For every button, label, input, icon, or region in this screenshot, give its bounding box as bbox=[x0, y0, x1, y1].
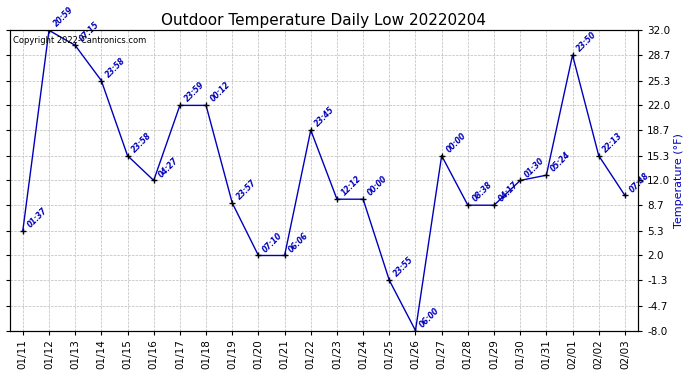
Text: Copyright 2022-Cantronics.com: Copyright 2022-Cantronics.com bbox=[13, 36, 146, 45]
Text: 08:38: 08:38 bbox=[471, 180, 494, 204]
Text: 23:50: 23:50 bbox=[575, 30, 598, 54]
Text: 00:00: 00:00 bbox=[366, 174, 389, 198]
Text: 23:58: 23:58 bbox=[104, 56, 127, 79]
Text: 23:55: 23:55 bbox=[392, 255, 415, 279]
Text: 23:59: 23:59 bbox=[182, 81, 206, 104]
Text: 07:15: 07:15 bbox=[78, 21, 101, 44]
Text: 23:45: 23:45 bbox=[313, 105, 337, 129]
Text: 06:00: 06:00 bbox=[418, 306, 442, 329]
Text: 23:57: 23:57 bbox=[235, 178, 258, 201]
Text: 12:12: 12:12 bbox=[339, 174, 363, 198]
Title: Outdoor Temperature Daily Low 20220204: Outdoor Temperature Daily Low 20220204 bbox=[161, 13, 486, 28]
Text: 20:59: 20:59 bbox=[52, 6, 75, 29]
Y-axis label: Temperature (°F): Temperature (°F) bbox=[674, 133, 684, 228]
Text: 04:27: 04:27 bbox=[157, 156, 179, 179]
Text: 23:58: 23:58 bbox=[130, 131, 153, 154]
Text: 07:48: 07:48 bbox=[627, 171, 651, 194]
Text: 05:24: 05:24 bbox=[549, 150, 572, 174]
Text: 06:06: 06:06 bbox=[287, 231, 310, 254]
Text: 22:13: 22:13 bbox=[602, 131, 624, 154]
Text: 01:30: 01:30 bbox=[523, 156, 546, 179]
Text: 00:00: 00:00 bbox=[444, 131, 468, 154]
Text: 01:37: 01:37 bbox=[26, 206, 49, 229]
Text: 04:17: 04:17 bbox=[497, 180, 520, 204]
Text: 00:12: 00:12 bbox=[208, 81, 232, 104]
Text: 07:10: 07:10 bbox=[261, 231, 284, 254]
